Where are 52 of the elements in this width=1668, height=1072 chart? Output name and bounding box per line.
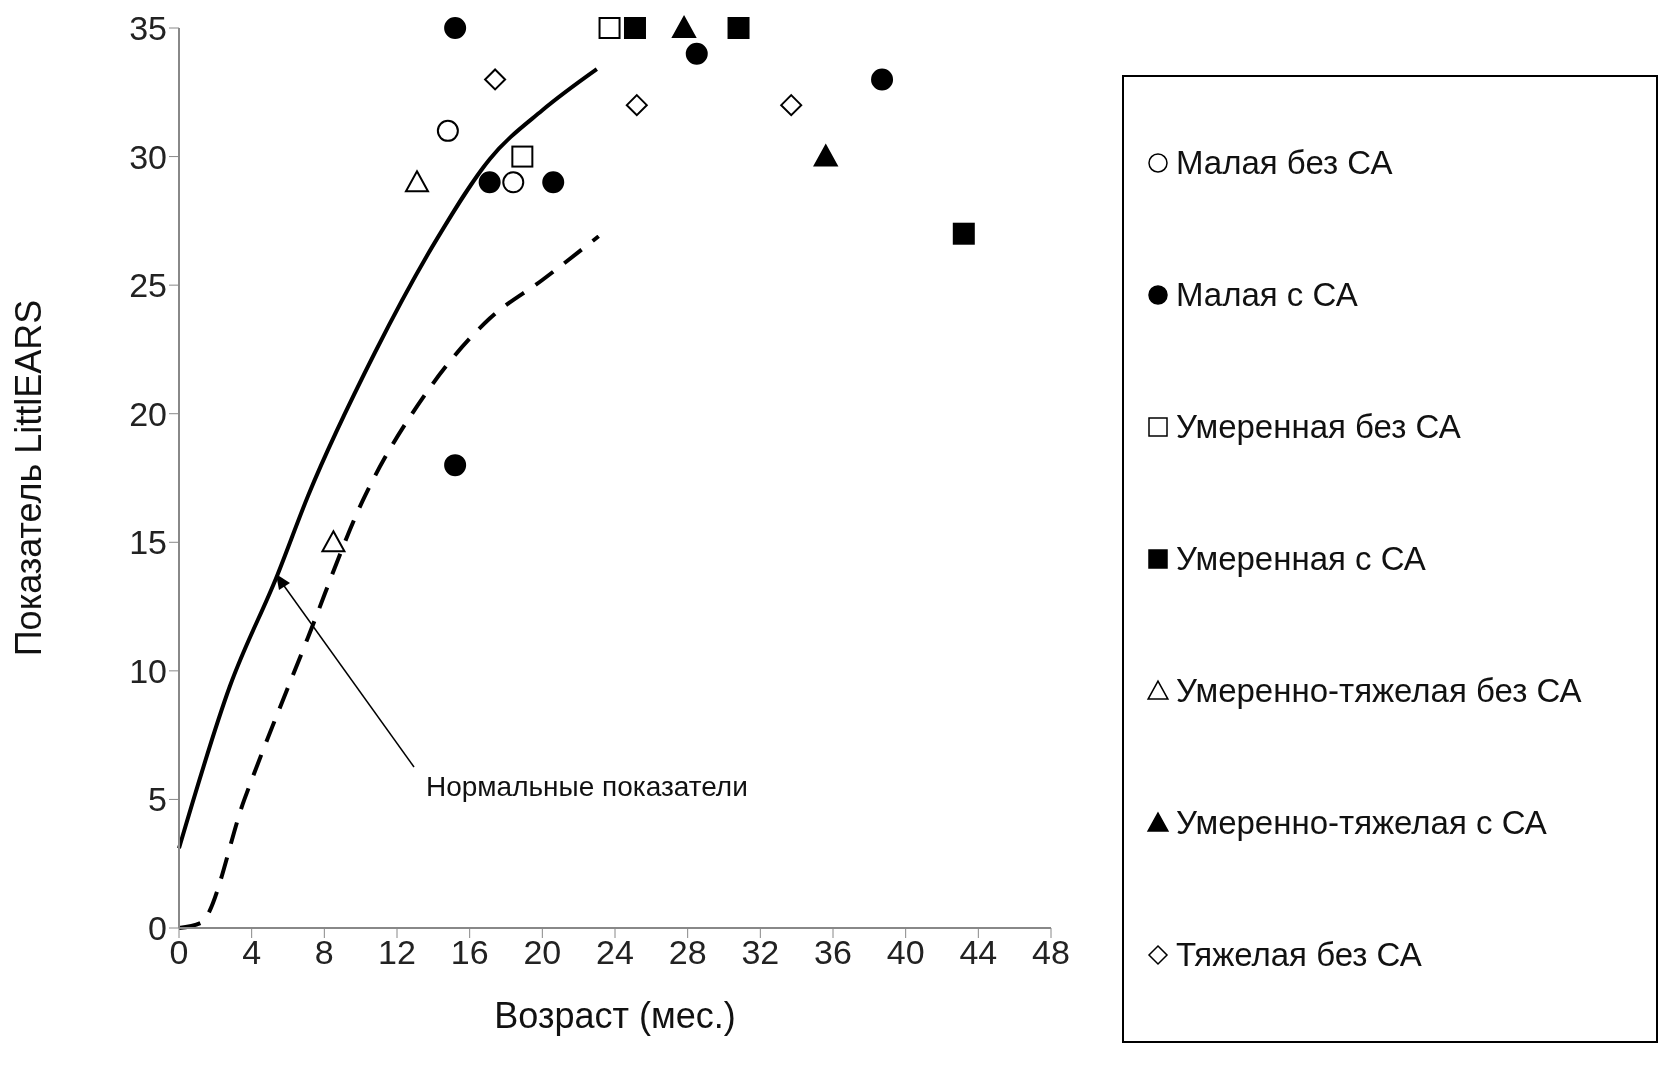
x-tick-label: 44 (959, 933, 998, 972)
legend-label: Умеренно-тяжелая без СА (1176, 672, 1582, 710)
x-tick-label: 16 (450, 933, 489, 972)
point (623, 17, 646, 39)
point (625, 94, 648, 117)
x-tick-label: 12 (378, 933, 416, 972)
point (871, 68, 894, 91)
point (685, 42, 708, 65)
point (478, 171, 501, 194)
y-tick-label: 30 (129, 137, 167, 176)
legend-label: Тяжелая без СА (1176, 936, 1422, 974)
x-tick-label: 8 (314, 933, 334, 972)
legend-label: Малая без СА (1176, 144, 1393, 182)
point (404, 170, 429, 193)
legend-label: Умеренно-тяжелая с СА (1176, 804, 1547, 842)
y-tick-label: 5 (148, 780, 167, 819)
point (780, 94, 803, 117)
y-tick-label: 10 (129, 651, 167, 690)
x-axis-title: Возраст (мес.) (494, 995, 736, 1036)
x-tick-label: 28 (668, 933, 707, 972)
x-tick-label: 20 (523, 933, 562, 972)
y-tick-label: 35 (129, 9, 167, 48)
x-tick-label: 40 (886, 933, 925, 972)
point (511, 145, 534, 168)
x-tick-label: 4 (242, 933, 262, 972)
legend-label: Умеренная без СА (1176, 408, 1461, 446)
point (813, 144, 838, 167)
x-tick-label: 24 (596, 933, 634, 972)
y-tick-label: 25 (129, 266, 167, 305)
x-tick-label: 32 (741, 933, 780, 972)
point (321, 530, 346, 553)
point (598, 17, 621, 39)
point (542, 171, 565, 194)
legend-label: Малая с СА (1176, 276, 1358, 314)
y-tick-label: 20 (129, 394, 167, 433)
y-tick-label: 0 (148, 909, 167, 948)
point (444, 17, 467, 39)
point (727, 17, 750, 39)
x-tick-label: 36 (814, 933, 852, 972)
point (436, 119, 459, 142)
point (952, 222, 975, 245)
point (502, 171, 525, 194)
y-tick-label: 15 (129, 523, 167, 562)
legend-label: Умеренная с СА (1176, 540, 1426, 578)
y-axis-title: Показатель LittlEARS (7, 299, 49, 657)
x-tick-label: 48 (1032, 933, 1070, 972)
point (672, 16, 697, 38)
annotation: Нормальные показатели (426, 771, 748, 802)
point (484, 68, 507, 91)
line-series (177, 234, 601, 930)
point (444, 454, 467, 477)
line-series (177, 67, 599, 851)
